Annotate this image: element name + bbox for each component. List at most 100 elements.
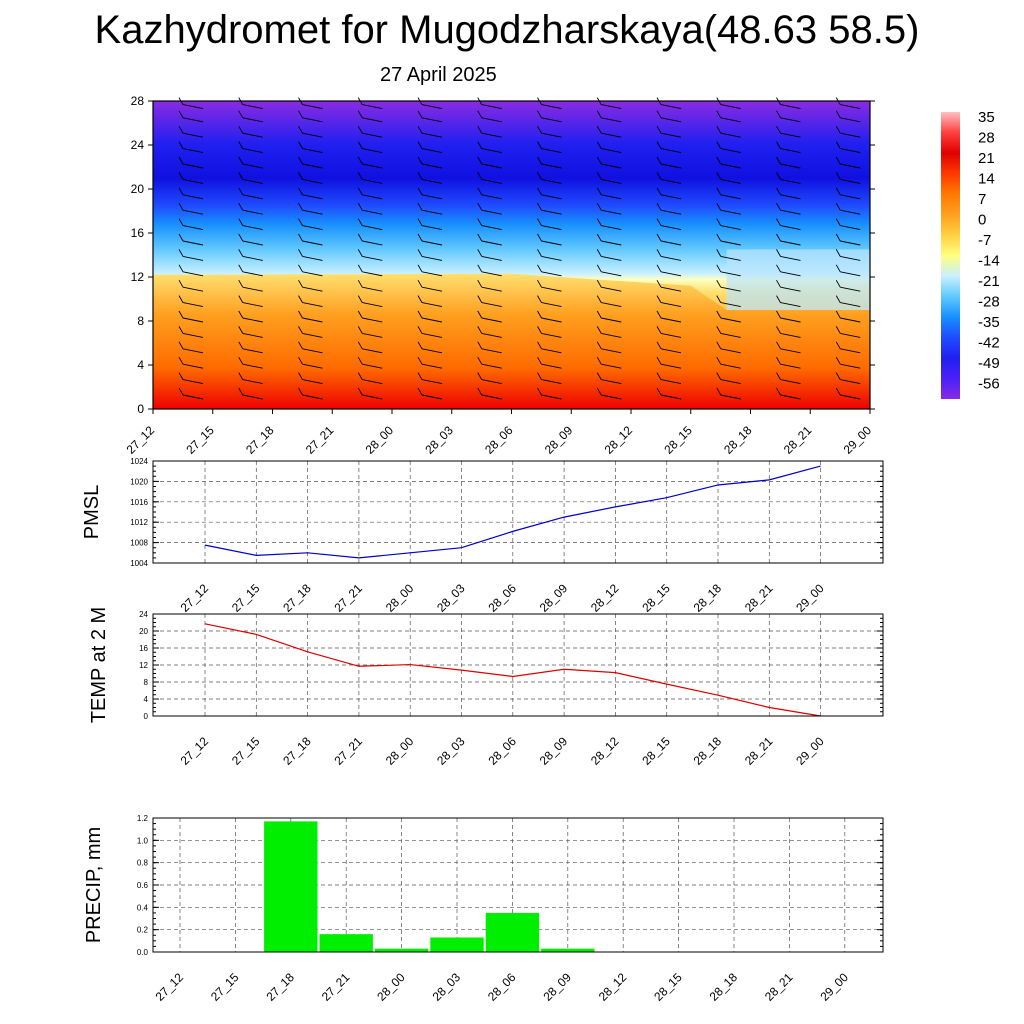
wind-barb — [780, 302, 801, 308]
wind-barb-tick — [417, 202, 423, 211]
wind-barb — [601, 194, 622, 200]
wind-barb-tick — [716, 249, 722, 257]
wind-barb-tick — [178, 295, 184, 303]
y-tick-label: 0.2 — [137, 926, 149, 935]
y-tick-label: 1020 — [130, 477, 148, 486]
wind-barb — [242, 117, 263, 123]
wind-barb — [601, 178, 622, 184]
wind-barb-tick — [477, 264, 483, 273]
wind-barb — [720, 332, 741, 338]
wind-barb — [541, 194, 562, 200]
wind-barb — [182, 348, 204, 354]
wind-barb-tick — [298, 125, 303, 134]
wind-barb-tick — [716, 295, 722, 303]
wind-barb — [362, 317, 383, 323]
wind-barb — [362, 132, 383, 138]
wind-barb — [840, 348, 861, 354]
wind-barb-tick — [716, 387, 722, 396]
wind-barb-tick — [776, 202, 781, 211]
wind-barb-tick — [835, 387, 841, 396]
wind-barb — [481, 194, 502, 200]
wind-barb-tick — [716, 372, 722, 380]
wind-barb — [421, 271, 443, 277]
wind-barb — [421, 286, 443, 292]
wind-barb-tick — [776, 264, 781, 273]
wind-barb — [541, 132, 562, 138]
wind-barb — [720, 317, 741, 323]
y-tick-label: 12 — [139, 661, 148, 670]
wind-barb-tick — [417, 295, 423, 303]
colorbar-label: -7 — [978, 232, 991, 249]
wind-barb — [660, 148, 682, 154]
wind-barb — [660, 194, 682, 200]
wind-barb-tick — [417, 141, 423, 149]
wind-barb — [481, 332, 502, 338]
x-tick-label: 28_12 — [602, 423, 636, 457]
wind-barb-tick — [656, 172, 662, 180]
wind-barb-tick — [835, 264, 841, 273]
wind-barb-tick — [656, 387, 662, 396]
y-tick-label: 12 — [131, 270, 145, 284]
colorbar-label: 7 — [978, 191, 986, 208]
x-tick-label: 27_12 — [178, 734, 212, 768]
wind-barb — [182, 132, 204, 138]
wind-barb-tick — [298, 326, 303, 334]
wind-barb — [362, 225, 383, 231]
wind-barb-tick — [537, 356, 542, 365]
wind-barb — [780, 225, 801, 231]
wind-barb — [242, 317, 263, 323]
wind-barb — [601, 132, 622, 138]
wind-barb-tick — [238, 310, 244, 319]
wind-barb-tick — [716, 326, 722, 334]
wind-barb-tick — [596, 341, 602, 350]
wind-barb — [601, 271, 622, 277]
wind-barb — [302, 332, 323, 338]
wind-barb-tick — [477, 326, 483, 334]
wind-barb — [840, 379, 861, 385]
wind-barb — [242, 163, 263, 169]
wind-barb-tick — [178, 110, 184, 119]
wind-barb — [242, 194, 263, 200]
wind-barb — [541, 104, 562, 110]
x-tick-label: 28_03 — [430, 970, 464, 1004]
wind-barb — [242, 394, 263, 400]
wind-barb-tick — [417, 125, 423, 134]
wind-barb — [780, 132, 801, 138]
series-line — [204, 465, 821, 559]
wind-barb-tick — [477, 233, 483, 242]
wind-barb — [780, 117, 801, 123]
wind-barb-tick — [178, 279, 184, 288]
wind-barb — [481, 255, 502, 261]
wind-barb — [302, 225, 323, 231]
chart-subtitle: 27 April 2025 — [380, 64, 497, 86]
wind-barb — [242, 240, 263, 246]
wind-barb — [481, 348, 502, 354]
wind-barb — [182, 302, 204, 308]
wind-barb — [720, 194, 741, 200]
wind-barb-tick — [656, 125, 662, 134]
wind-barb — [481, 178, 502, 184]
wind-barb-tick — [298, 172, 303, 180]
x-tick-label: 29_00 — [793, 734, 827, 768]
wind-barb-tick — [656, 372, 662, 380]
wind-barb — [421, 255, 443, 261]
y-tick-label: 0.8 — [137, 859, 149, 868]
wind-barb-tick — [776, 310, 781, 319]
y-tick-label: 0.4 — [137, 903, 149, 912]
wind-barb — [720, 163, 741, 169]
wind-barb-tick — [417, 279, 423, 288]
bar — [430, 937, 484, 952]
wind-barb-tick — [537, 372, 542, 380]
wind-barb-tick — [357, 218, 363, 226]
wind-barb-tick — [537, 110, 542, 119]
wind-barb — [601, 148, 622, 154]
wind-barb — [481, 363, 502, 369]
wind-barb-tick — [178, 249, 184, 257]
wind-barb — [302, 286, 323, 292]
wind-barb — [720, 240, 741, 246]
wind-barb — [302, 163, 323, 169]
x-tick-label: 27_21 — [319, 970, 353, 1004]
wind-barb — [660, 255, 682, 261]
x-tick-label: 28_06 — [485, 734, 519, 768]
wind-barb-tick — [596, 141, 602, 149]
